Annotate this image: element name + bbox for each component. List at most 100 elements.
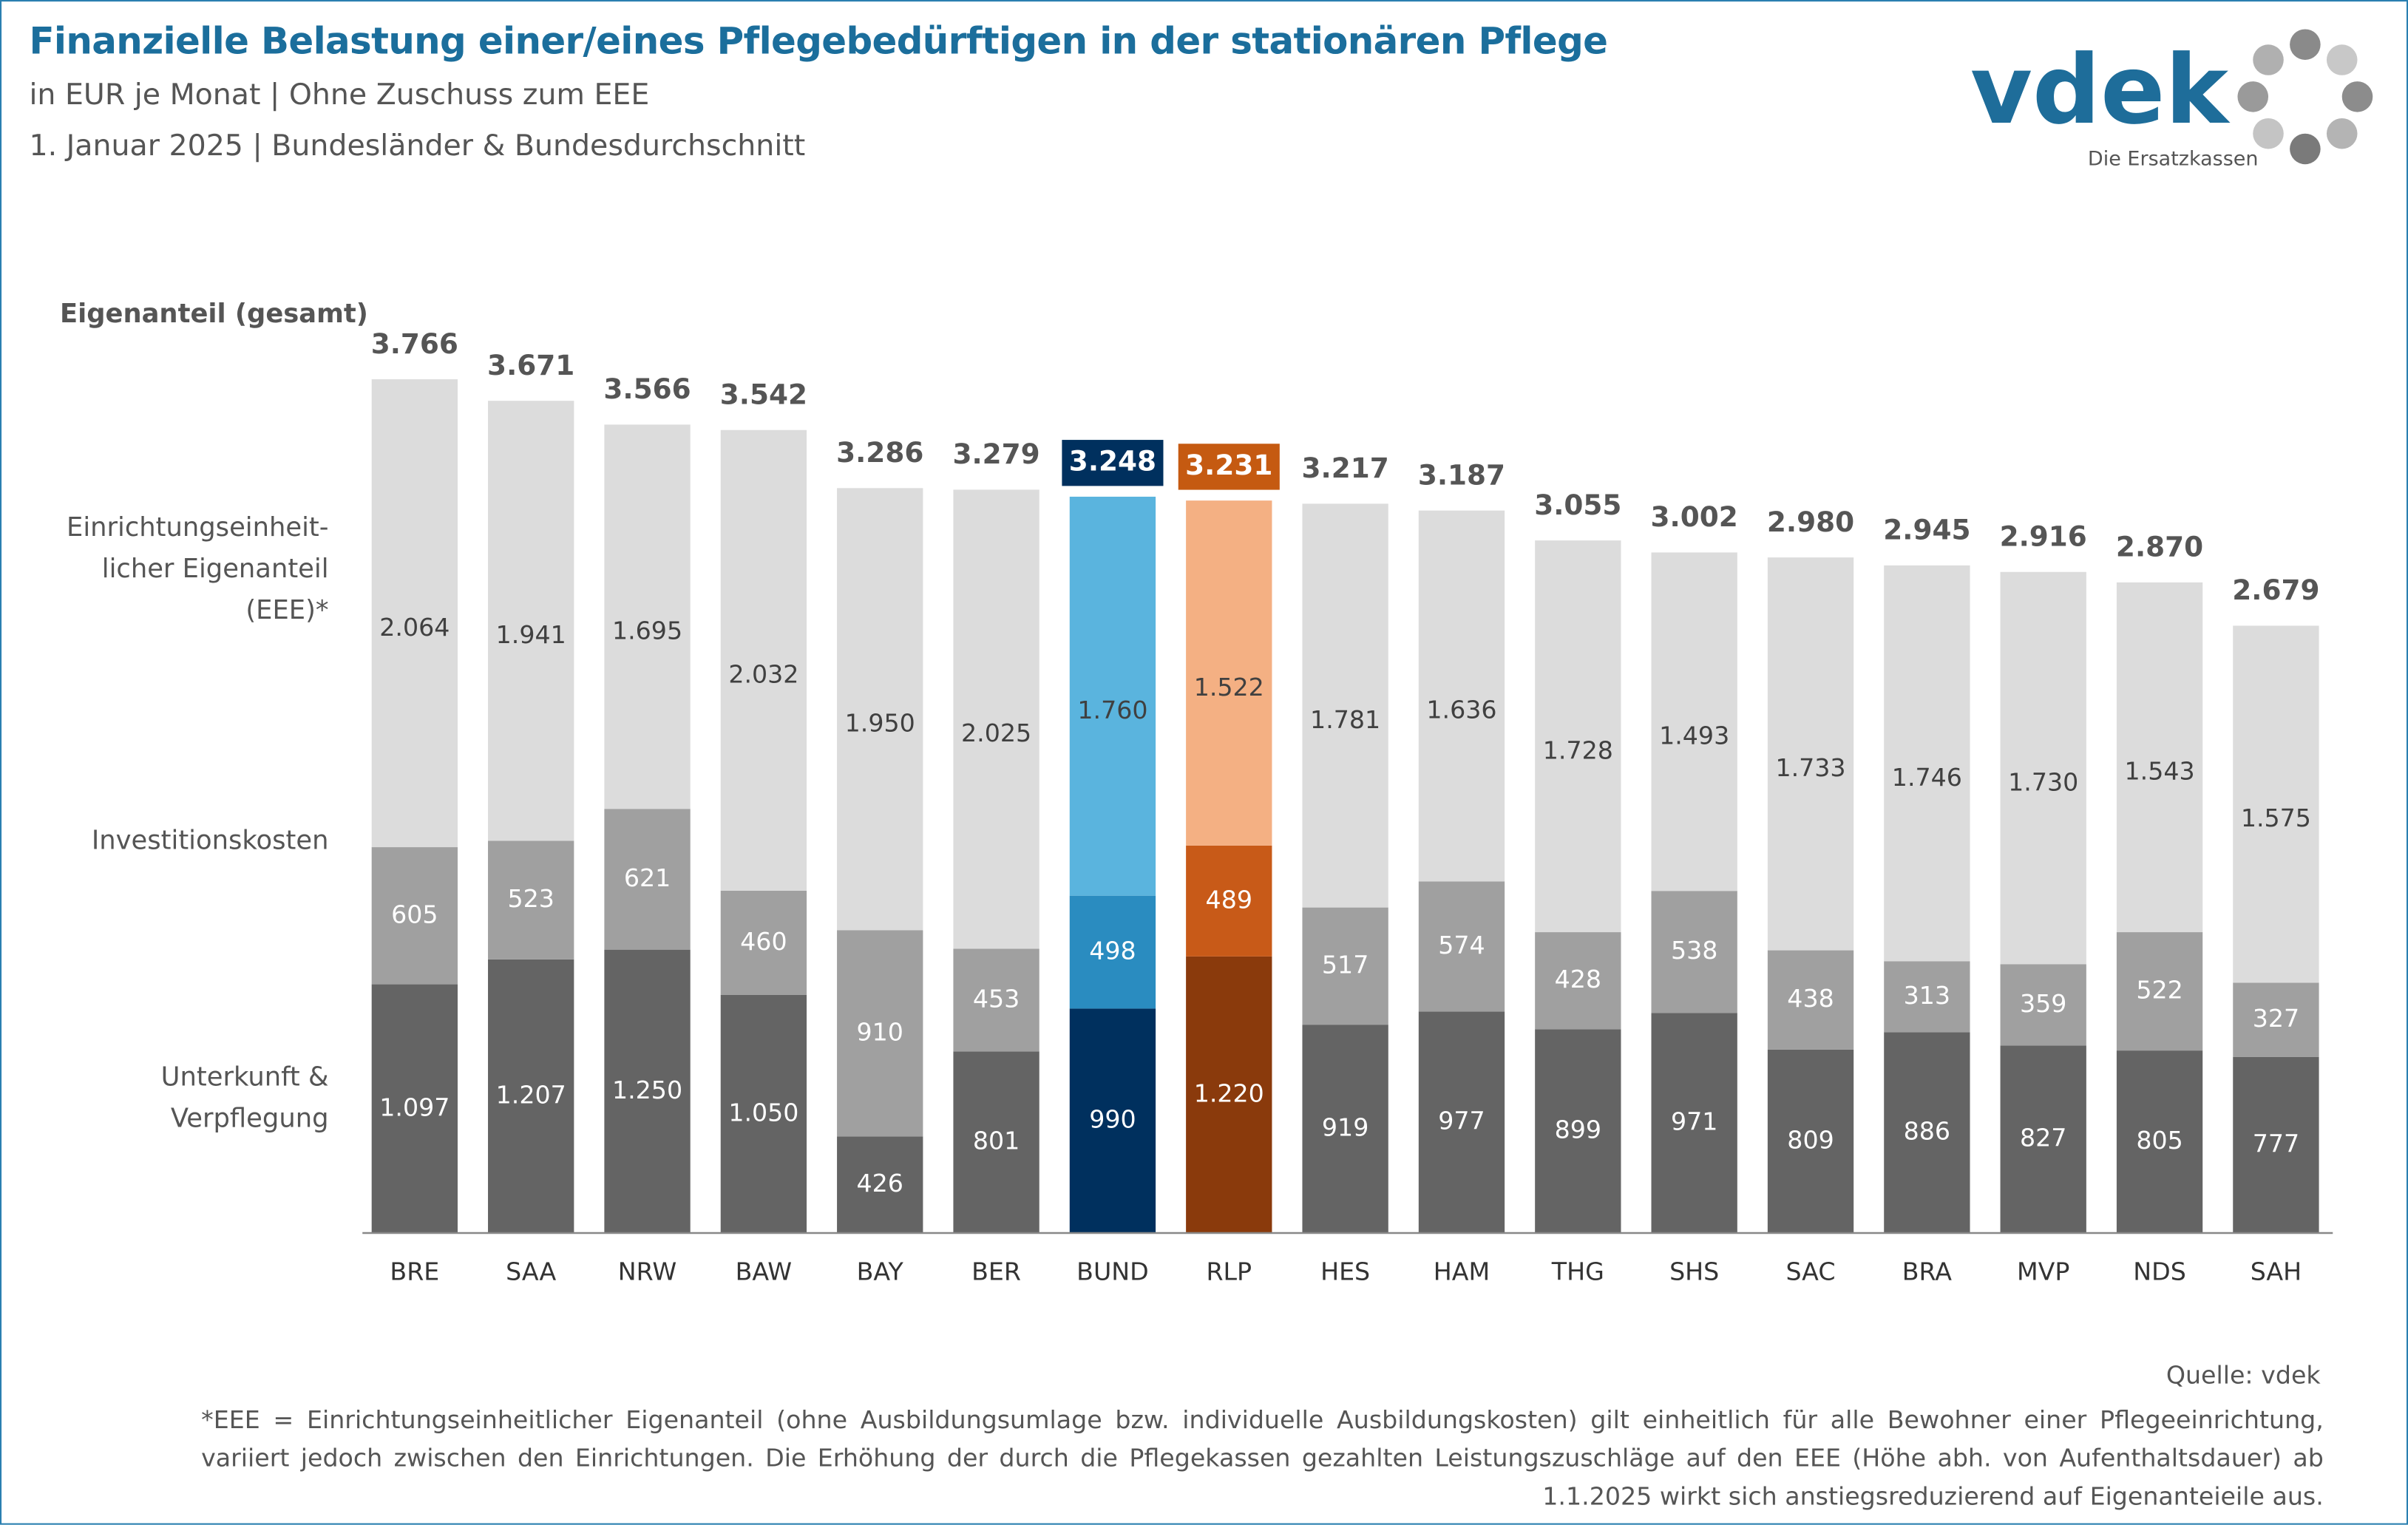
bar-segment	[953, 948, 1039, 1052]
value-label: 523	[507, 884, 554, 913]
bar-segment	[1302, 1025, 1388, 1233]
source: Quelle: vdek	[2165, 1360, 2321, 1390]
value-label: 1.695	[612, 617, 682, 645]
total-label: 3.231	[1185, 449, 1272, 481]
bar-segment	[1884, 961, 1970, 1033]
value-label: 886	[1904, 1117, 1950, 1146]
value-label: 1.050	[728, 1098, 798, 1127]
value-label: 777	[2253, 1129, 2299, 1158]
value-label: 489	[1206, 885, 1252, 914]
total-label: 3.279	[952, 438, 1039, 470]
logo-tagline: Die Ersatzkassen	[2088, 148, 2259, 171]
logo-dot	[2253, 44, 2284, 75]
bar-segment	[1069, 895, 1156, 1009]
logo-dot	[2237, 81, 2269, 112]
bar-segment	[1186, 845, 1272, 957]
logo-dot	[2341, 81, 2373, 112]
subtitle: 1. Januar 2025 | Bundesländer & Bundesdu…	[29, 129, 806, 163]
bar-segment	[488, 840, 574, 960]
series-label: Unterkunft & Verpflegung	[160, 1062, 329, 1135]
total-label: 3.671	[487, 349, 574, 381]
value-label: 522	[2136, 976, 2183, 1005]
value-label: 801	[973, 1127, 1020, 1155]
bar-segment	[2000, 964, 2086, 1046]
value-label: 1.097	[379, 1093, 450, 1121]
total-label: 3.286	[836, 436, 923, 469]
value-label: 971	[1671, 1107, 1717, 1136]
bar-segment	[837, 488, 923, 931]
bar-segment	[720, 890, 807, 995]
x-tick-label: SHS	[1669, 1257, 1719, 1285]
bar-segment	[488, 959, 574, 1233]
value-label: 438	[1787, 984, 1834, 1013]
x-tick-label: BAW	[736, 1257, 793, 1285]
bar-segment	[953, 1051, 1039, 1233]
logo: vdek Die Ersatzkassen	[1970, 29, 2373, 171]
value-label: 1.760	[1077, 696, 1147, 724]
bar-segment	[371, 379, 458, 848]
total-label: 3.187	[1418, 458, 1505, 491]
value-label: 538	[1671, 936, 1717, 965]
bar-segment	[604, 424, 691, 809]
value-label: 1.220	[1194, 1079, 1264, 1107]
bar-segment	[837, 930, 923, 1137]
bar-segment	[837, 1136, 923, 1233]
value-label: 2.025	[961, 719, 1031, 747]
bar-segment	[2233, 982, 2319, 1057]
x-tick-label: BUND	[1076, 1257, 1149, 1285]
bar-segment	[1418, 510, 1505, 882]
bar-segment	[1767, 950, 1854, 1050]
bar-segment	[2233, 625, 2319, 983]
x-tick-label: THG	[1551, 1257, 1604, 1285]
logo-dot	[2290, 29, 2321, 61]
value-label: 1.493	[1659, 721, 1729, 750]
bar-segment	[604, 809, 691, 950]
x-tick-label: BRA	[1902, 1257, 1953, 1285]
bar-segment	[1884, 565, 1970, 962]
value-label: 899	[1555, 1115, 1601, 1144]
total-label: 2.980	[1767, 506, 1854, 538]
bar-segment	[953, 489, 1039, 949]
total-label: 2.870	[2116, 531, 2203, 563]
value-label: 313	[1904, 981, 1950, 1010]
value-label: 805	[2136, 1126, 2183, 1155]
bar-segment	[1069, 496, 1156, 896]
logo-text: vdek	[1970, 35, 2231, 146]
value-label: 517	[1322, 950, 1369, 979]
bar-segment	[1302, 907, 1388, 1025]
total-label: 3.766	[371, 327, 458, 360]
value-label: 359	[2020, 989, 2066, 1018]
bar-segment	[1186, 500, 1272, 846]
value-label: 426	[857, 1169, 903, 1198]
value-label: 1.733	[1775, 753, 1845, 782]
bar-segment	[2116, 1050, 2203, 1233]
value-label: 498	[1089, 937, 1136, 965]
value-label: 2.064	[379, 613, 450, 642]
x-tick-label: BAY	[857, 1257, 904, 1285]
x-tick-label: SAH	[2251, 1257, 2302, 1285]
bar-segment	[2000, 571, 2086, 965]
bar-segment	[2116, 932, 2203, 1051]
value-label: 919	[1322, 1113, 1369, 1142]
footnote: *EEE = Einrichtungseinheitlicher Eigenan…	[201, 1405, 2324, 1511]
x-tick-label: HES	[1320, 1257, 1370, 1285]
value-label: 1.207	[496, 1080, 566, 1109]
total-label: 3.055	[1534, 489, 1621, 521]
x-tick-label: RLP	[1206, 1257, 1252, 1285]
bar-segment	[488, 401, 574, 841]
bar-segment	[371, 847, 458, 985]
total-label: 3.542	[720, 378, 807, 411]
value-label: 910	[857, 1017, 903, 1046]
subtitle: in EUR je Monat | Ohne Zuschuss zum EEE	[29, 78, 650, 112]
value-label: 574	[1438, 931, 1485, 960]
x-tick-label: SAA	[506, 1257, 556, 1285]
value-label: 460	[740, 927, 787, 956]
value-label: 453	[973, 984, 1020, 1013]
total-label: 2.916	[2000, 520, 2087, 553]
logo-dot	[2290, 133, 2321, 165]
value-label: 990	[1089, 1105, 1136, 1134]
bar-segment	[1767, 557, 1854, 951]
value-label: 1.250	[612, 1076, 682, 1104]
